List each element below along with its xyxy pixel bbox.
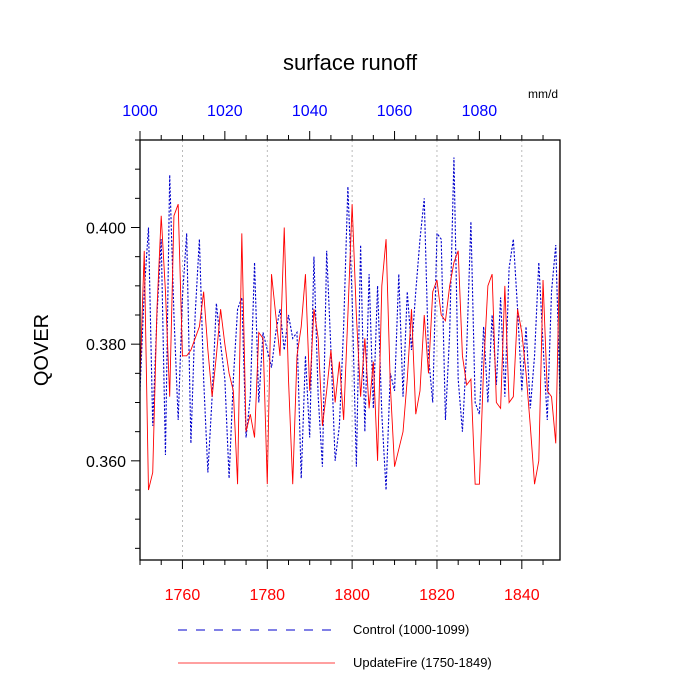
bottom-x-tick-label: 1780 [249,587,285,604]
axes [139,139,561,561]
legend-label-control: Control (1000-1099) [353,622,469,637]
bottom-x-tick-label: 1820 [419,587,455,604]
legend-label-updatefire: UpdateFire (1750-1849) [353,655,492,670]
bottom-x-tick-label: 1800 [334,587,370,604]
series-line-control [139,157,561,491]
y-tick-label: 0.400 [86,221,126,238]
bottom-x-ticks: 1760 1780 1800 1820 1840 [139,560,544,604]
series-layer [139,157,561,491]
top-x-tick-label: 1020 [207,103,243,120]
top-x-tick-label: 1060 [377,103,413,120]
y-axis-label: QOVER [31,314,53,386]
vertical-grid [182,140,523,560]
bottom-x-tick-label: 1840 [504,587,540,604]
units-label: mm/d [528,87,558,101]
top-x-ticks: 1000 1020 1040 1060 1080 [122,103,544,140]
top-x-tick-label: 1080 [462,103,498,120]
bottom-x-tick-label: 1760 [165,587,201,604]
y-tick-label: 0.360 [86,454,126,471]
y-ticks: 0.360 0.380 0.400 [86,139,140,549]
series-line-updatefire [139,204,561,491]
top-x-tick-label: 1000 [122,103,158,120]
top-x-tick-label: 1040 [292,103,328,120]
legend: Control (1000-1099) UpdateFire (1750-184… [178,622,492,670]
chart-title: surface runoff [283,50,418,75]
plot-frame [139,139,561,561]
y-tick-label: 0.380 [86,337,126,354]
